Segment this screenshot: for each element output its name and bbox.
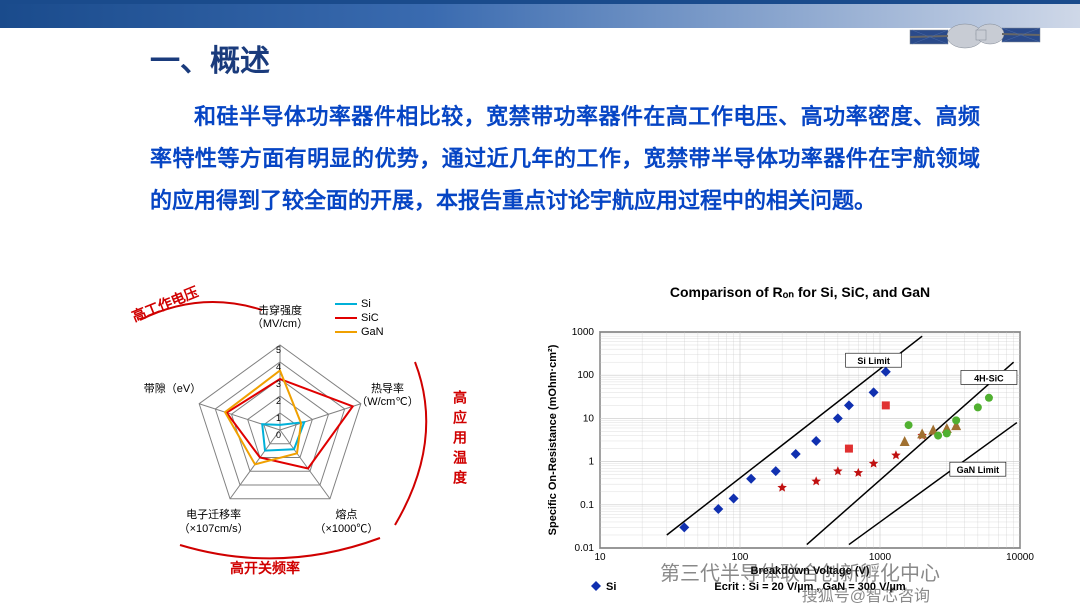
svg-text:GaN Limit: GaN Limit xyxy=(957,465,1000,475)
svg-text:100: 100 xyxy=(577,370,594,381)
legend-item: GaN xyxy=(335,326,384,338)
svg-text:10: 10 xyxy=(594,552,606,563)
svg-text:Si Limit: Si Limit xyxy=(857,356,890,366)
scatter-chart: Comparison of Rₒₙ for Si, SiC, and GaN 1… xyxy=(520,280,1080,600)
svg-text:10: 10 xyxy=(583,413,595,424)
radar-axis-label: 熔点（×1000℃） xyxy=(306,509,386,535)
legend-item: SiC xyxy=(335,312,384,324)
overview-paragraph: 和硅半导体功率器件相比较，宽禁带功率器件在高工作电压、高功率密度、高频率特性等方… xyxy=(150,96,980,221)
radar-axis-label: 热导率（W/cm℃） xyxy=(347,383,427,409)
svg-text:0.01: 0.01 xyxy=(575,543,595,554)
radar-axis-label: 电子迁移率（×107cm/s） xyxy=(174,509,254,535)
annotation-bottom: 高开关频率 xyxy=(230,558,300,578)
svg-text:4H-SiC: 4H-SiC xyxy=(974,373,1004,383)
radar-legend: Si SiC GaN xyxy=(335,298,384,340)
radar-chart: SiSiCGaN 543210击穿强度（MV/cm）热导率（W/cm℃）熔点（×… xyxy=(0,280,520,600)
svg-text:Specific On-Resistance (mOhm·c: Specific On-Resistance (mOhm·cm²) xyxy=(547,344,559,535)
svg-text:1: 1 xyxy=(588,457,594,468)
radar-axis-label: 击穿强度（MV/cm） xyxy=(240,305,320,331)
satellite-illustration xyxy=(890,0,1060,70)
svg-text:1000: 1000 xyxy=(572,327,595,338)
svg-text:10000: 10000 xyxy=(1006,552,1034,563)
legend-item: Si xyxy=(335,298,384,310)
annotation-right: 高应用温度 xyxy=(448,390,468,490)
svg-text:0.1: 0.1 xyxy=(580,500,594,511)
charts-row: SiSiCGaN 543210击穿强度（MV/cm）热导率（W/cm℃）熔点（×… xyxy=(0,280,1080,600)
scatter-svg: 10 100 1000 10000 0.01 0.1 1 10 100 1000 Breakdown… xyxy=(520,298,1080,598)
svg-text:Si: Si xyxy=(606,581,616,593)
svg-text:Ecrit : Si = 20 V/µm , GaN = 3: Ecrit : Si = 20 V/µm , GaN = 300 V/µm xyxy=(714,581,905,593)
svg-text:Breakdown Voltage (V): Breakdown Voltage (V) xyxy=(751,565,870,577)
radar-axis-label: 带隙（eV） xyxy=(133,383,213,396)
svg-text:100: 100 xyxy=(732,552,749,563)
svg-text:1000: 1000 xyxy=(869,552,892,563)
